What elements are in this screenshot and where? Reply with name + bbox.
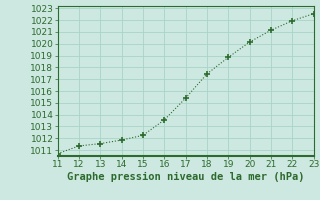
X-axis label: Graphe pression niveau de la mer (hPa): Graphe pression niveau de la mer (hPa) [67,172,304,182]
